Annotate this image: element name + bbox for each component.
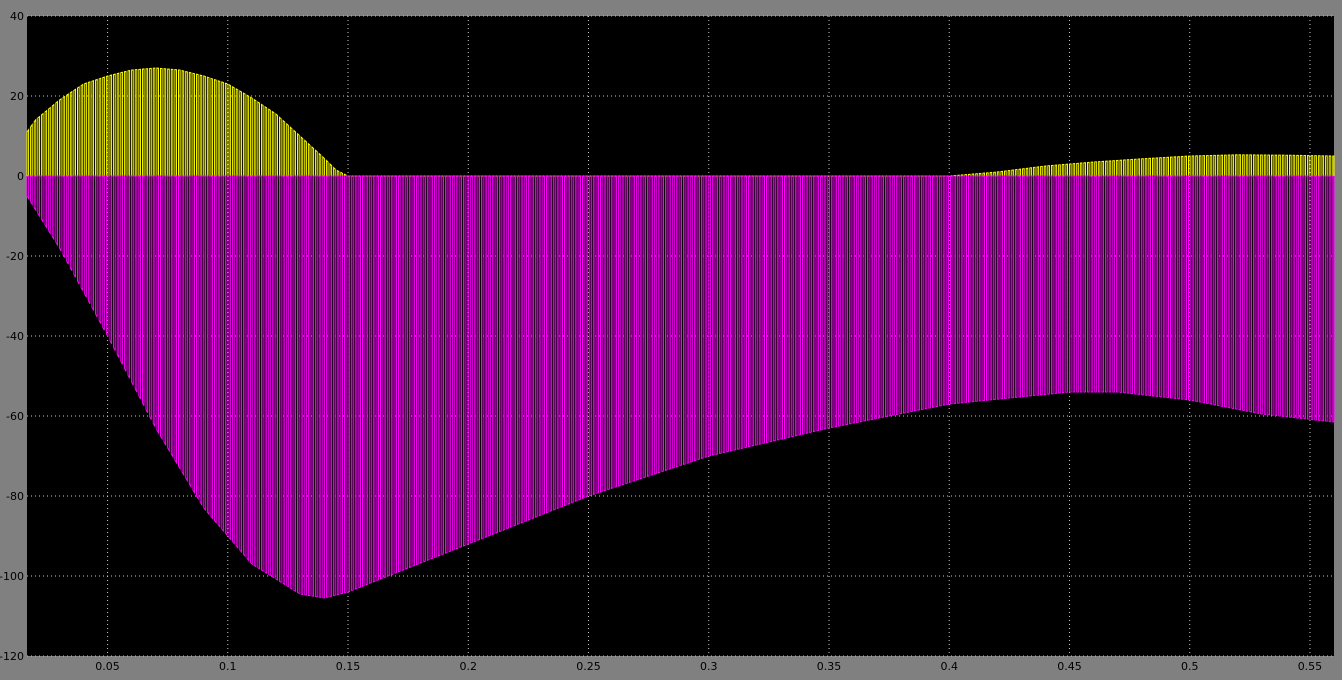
x-tick-label: 0.3 — [700, 660, 718, 673]
x-tick-label: 0.4 — [940, 660, 958, 673]
x-tick-label: 0.1 — [219, 660, 237, 673]
x-tick-label: 0.15 — [336, 660, 361, 673]
y-axis: 40 20 0 -20 -40 -60 -80 -100 -120 — [0, 10, 24, 663]
x-tick-label: 0.45 — [1057, 660, 1082, 673]
y-tick-label: 40 — [10, 10, 24, 23]
series-2-trace — [26, 175, 1335, 599]
y-tick-label: -80 — [6, 490, 24, 503]
y-tick-label: 0 — [17, 170, 24, 183]
x-tick-label: 0.55 — [1298, 660, 1323, 673]
y-tick-label: 20 — [10, 90, 24, 103]
x-axis: 0.05 0.1 0.15 0.2 0.25 0.3 0.35 0.4 0.45 0.5 0.55 — [95, 660, 1322, 673]
y-tick-label: -20 — [6, 250, 24, 263]
traces — [26, 67, 1335, 599]
x-tick-label: 0.35 — [817, 660, 842, 673]
x-tick-label: 0.05 — [95, 660, 120, 673]
x-tick-label: 0.5 — [1181, 660, 1199, 673]
y-tick-label: -120 — [0, 650, 24, 663]
y-tick-label: -40 — [6, 330, 24, 343]
x-tick-label: 0.2 — [460, 660, 478, 673]
y-tick-label: -60 — [6, 410, 24, 423]
y-tick-label: -100 — [0, 570, 24, 583]
x-tick-label: 0.25 — [576, 660, 601, 673]
series-1-trace — [26, 67, 1335, 177]
